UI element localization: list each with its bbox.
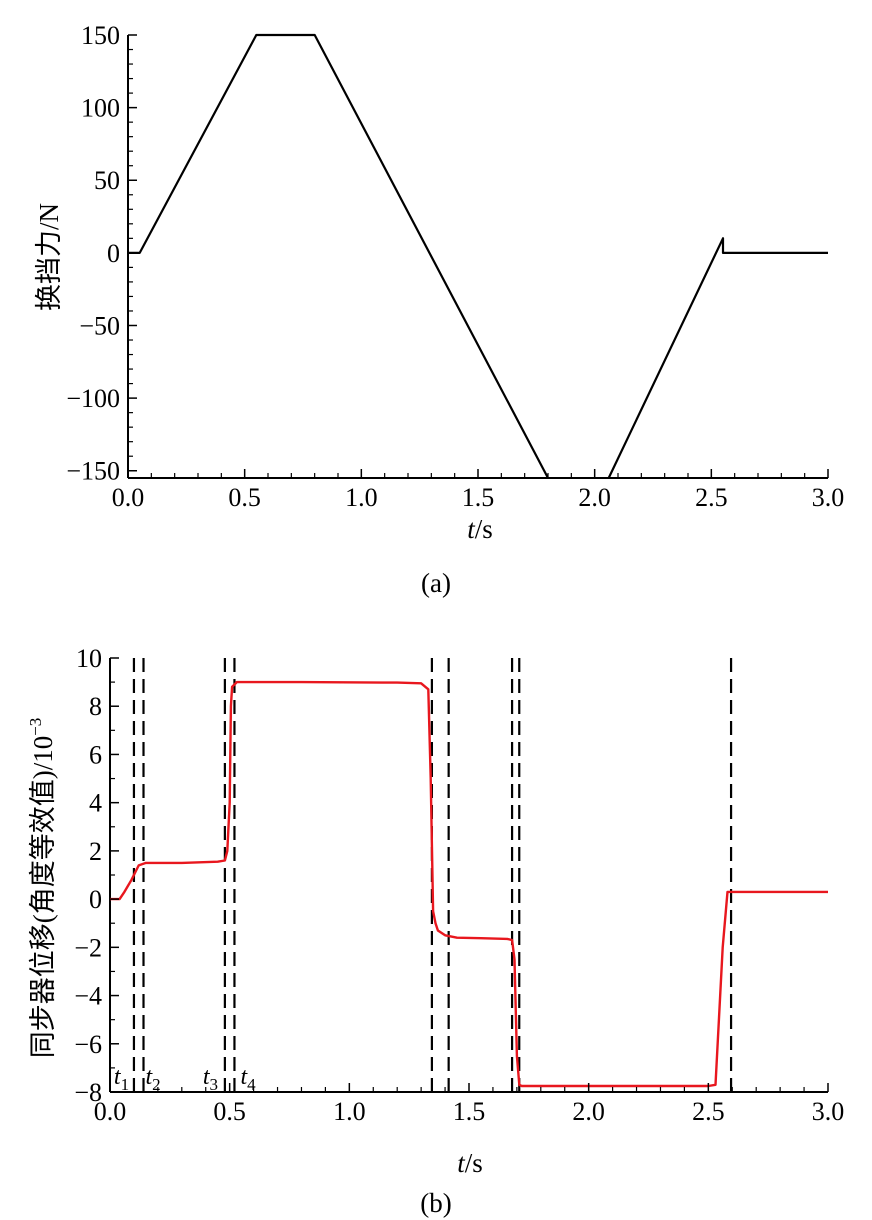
chart-b-x-tick-label: 2.5 xyxy=(692,1097,725,1126)
chart-a-series-line xyxy=(128,33,549,479)
chart-b-marker-label: t1 xyxy=(114,1064,129,1094)
chart-b-x-ticks: 0.0 0.5 1.0 1.5 2.0 2.5 3.0 xyxy=(94,1083,845,1126)
chart-a-caption: (a) xyxy=(421,568,451,598)
chart-a-y-tick-label: 0 xyxy=(107,239,120,268)
chart-b-x-tick-label: 0.0 xyxy=(94,1097,127,1126)
chart-a-plot-area xyxy=(127,33,828,479)
chart-b-x-tick-label: 3.0 xyxy=(812,1097,845,1126)
chart-b-y-tick-label: 6 xyxy=(89,740,102,769)
chart-b-x-axis-title: t/s xyxy=(457,1148,483,1178)
chart-a-y-tick-label: 50 xyxy=(94,166,120,195)
chart-b-y-tick-label: 10 xyxy=(76,644,102,673)
chart-b-y-tick-label: 0 xyxy=(89,885,102,914)
chart-b-y-tick-label: −2 xyxy=(74,933,102,962)
chart-a-x-tick-label: 1.0 xyxy=(345,483,378,512)
chart-a-x-tick-label: 0.0 xyxy=(112,483,145,512)
chart-b-y-tick-label: 4 xyxy=(89,789,102,818)
chart-b-y-tick-label: −6 xyxy=(74,1030,102,1059)
chart-b-marker-labels: t1 t2 t3 t4 xyxy=(114,1064,256,1094)
chart-a-x-tick-label: 0.5 xyxy=(228,483,261,512)
chart-b-x-tick-label: 1.0 xyxy=(333,1097,366,1126)
chart-a-series-line xyxy=(607,237,828,479)
chart-a-y-tick-label: 150 xyxy=(81,21,120,50)
chart-b-x-tick-label: 2.0 xyxy=(572,1097,605,1126)
chart-a-y-tick-label: −50 xyxy=(79,311,120,340)
chart-b-marker-label: t2 xyxy=(146,1064,161,1094)
chart-a-y-ticks: 150 100 50 0 −50 −100 −150 xyxy=(66,21,137,486)
chart-b-x-tick-label: 0.5 xyxy=(213,1097,246,1126)
chart-a-x-ticks: 0.0 0.5 1.0 1.5 2.0 2.5 3.0 xyxy=(112,469,845,512)
chart-a-y-tick-label: −150 xyxy=(66,457,120,486)
chart-b-y-tick-label: 2 xyxy=(89,837,102,866)
chart-b-y-tick-label: −8 xyxy=(74,1078,102,1107)
chart-a-y-tick-label: 100 xyxy=(81,94,120,123)
chart-b-y-tick-label: 8 xyxy=(89,692,102,721)
chart-a-x-axis-title: t/s xyxy=(467,514,493,544)
chart-b-dashed-markers xyxy=(132,658,733,1092)
chart-b-plot-area xyxy=(109,658,828,1093)
chart-b-x-tick-label: 1.5 xyxy=(453,1097,486,1126)
chart-b-y-axis-title: 同步器位移(角度等效值)/10−3 xyxy=(26,718,58,1059)
chart-a-x-tick-label: 2.0 xyxy=(578,483,611,512)
chart-a-x-tick-label: 1.5 xyxy=(462,483,495,512)
chart-b-caption: (b) xyxy=(420,1188,451,1218)
chart-b-marker-label: t4 xyxy=(240,1064,256,1094)
chart-a-x-tick-label: 2.5 xyxy=(695,483,728,512)
chart-b: 0.0 0.5 1.0 1.5 2.0 2.5 3.0 10 8 6 4 2 0 −2 −4 −6 −8 t1… xyxy=(26,644,844,1218)
chart-b-series-line xyxy=(110,680,828,1088)
chart-b-y-ticks: 10 8 6 4 2 0 −2 −4 −6 −8 xyxy=(74,644,119,1107)
chart-a: 0.0 0.5 1.0 1.5 2.0 2.5 3.0 150 100 50 0 −50 −100 −1… xyxy=(34,21,844,598)
chart-b-marker-label: t3 xyxy=(203,1064,218,1094)
chart-a-x-tick-label: 3.0 xyxy=(812,483,845,512)
chart-b-y-tick-label: −4 xyxy=(74,982,102,1011)
chart-a-y-axis-title: 换挡力/N xyxy=(34,203,64,311)
chart-a-y-tick-label: −100 xyxy=(66,384,120,413)
